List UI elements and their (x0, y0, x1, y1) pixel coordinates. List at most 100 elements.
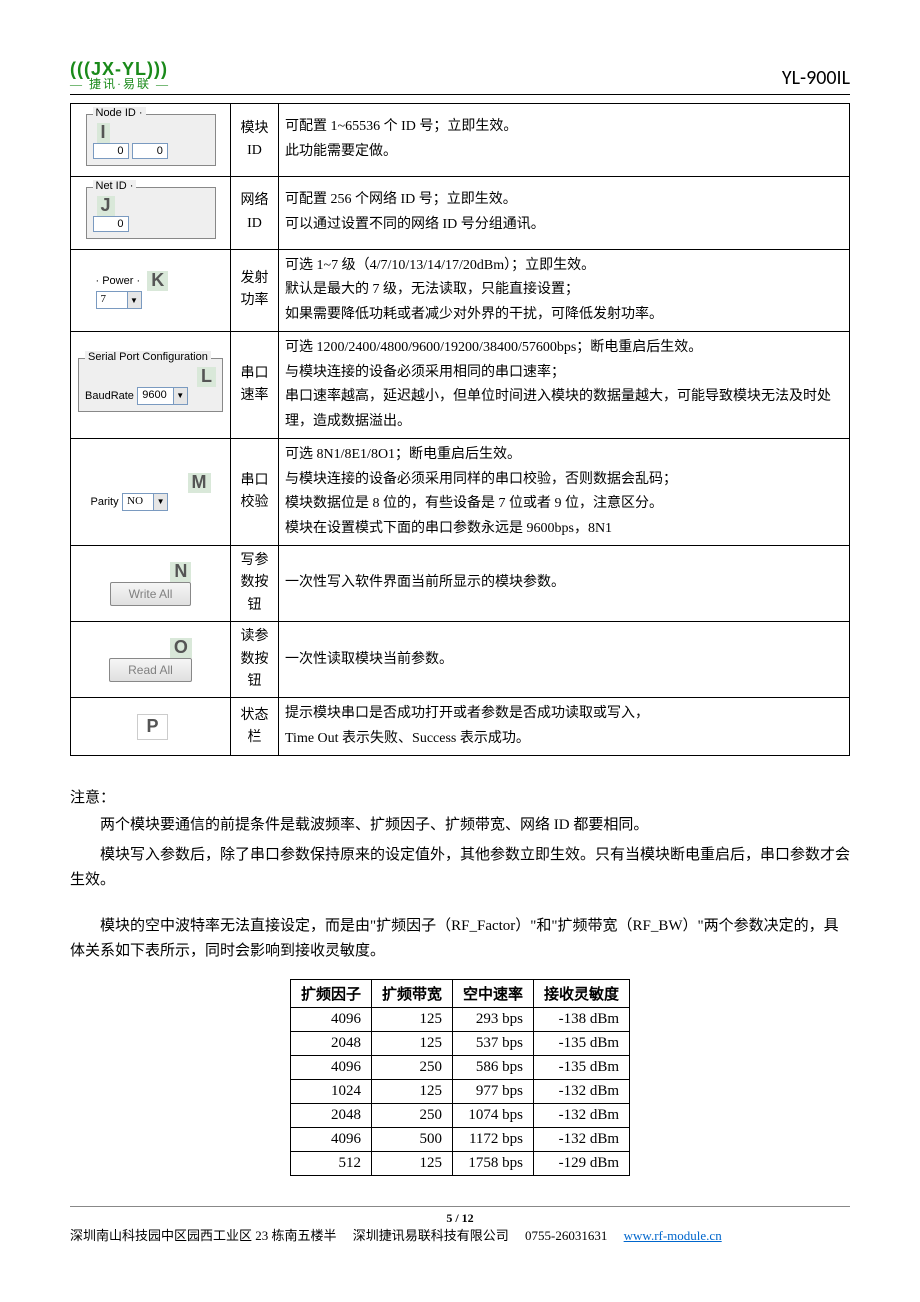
notes-p3: 模块的空中波特率无法直接设定，而是由"扩频因子（RF_Factor）"和"扩频带… (70, 914, 850, 965)
spec-cell: -129 dBm (534, 1151, 630, 1175)
notes-title: 注意： (70, 786, 850, 807)
page-footer: 5 / 12 深圳南山科技园中区园西工业区 23 栋南五楼半 深圳捷讯易联科技有… (70, 1206, 850, 1247)
footer-company: 深圳捷讯易联科技有限公司 (353, 1228, 509, 1243)
ui-cell: P (71, 698, 231, 756)
marker-L: L (197, 367, 216, 387)
spec-table: 扩频因子扩频带宽空中速率接收灵敏度 4096125293 bps-138 dBm… (290, 979, 630, 1176)
spec-cell: 1758 bps (453, 1151, 534, 1175)
baudrate-select[interactable]: 9600▼ (137, 387, 187, 405)
parity-select[interactable]: NO▼ (122, 493, 168, 511)
desc-cell: 提示模块串口是否成功打开或者参数是否成功读取或写入，Time Out 表示失败、… (279, 698, 850, 756)
ui-cell: Node ID ·I 0 0 (71, 104, 231, 177)
table-row: Serial Port Configuration L BaudRate 960… (71, 332, 850, 439)
marker-N: N (170, 562, 191, 582)
spec-cell: 1172 bps (453, 1127, 534, 1151)
marker-J: J (97, 196, 115, 216)
desc-cell: 可配置 256 个网络 ID 号；立即生效。可以通过设置不同的网络 ID 号分组… (279, 176, 850, 249)
label-cell: 写参数按钮 (231, 546, 279, 622)
spec-cell: 1024 (290, 1079, 371, 1103)
net-id-group: Net ID ·J 0 (86, 187, 216, 239)
spec-cell: 1074 bps (453, 1103, 534, 1127)
spec-cell: 4096 (290, 1007, 371, 1031)
status-marker: P (137, 714, 167, 740)
node-id-group: Node ID ·I 0 0 (86, 114, 216, 166)
notes-p2: 模块写入参数后，除了串口参数保持原来的设定值外，其他参数立即生效。只有当模块断电… (70, 843, 850, 894)
marker-K: K (147, 271, 168, 291)
spec-row: 1024125977 bps-132 dBm (290, 1079, 629, 1103)
read all-button[interactable]: Read All (109, 658, 192, 682)
chevron-down-icon: ▼ (173, 388, 187, 404)
spec-cell: 125 (371, 1079, 452, 1103)
spec-header: 空中速率 (453, 979, 534, 1007)
page-number: 5 / 12 (70, 1211, 850, 1226)
label-cell: 串口校验 (231, 439, 279, 546)
desc-cell: 可选 8N1/8E1/8O1；断电重启后生效。与模块连接的设备必须采用同样的串口… (279, 439, 850, 546)
footer-address: 深圳南山科技园中区园西工业区 23 栋南五楼半 (70, 1228, 337, 1243)
spec-cell: 512 (290, 1151, 371, 1175)
page-header: (((JX-YL))) — 捷讯·易联 — YL-900IL (70, 60, 850, 95)
spec-cell: 125 (371, 1151, 452, 1175)
label-cell: 状态栏 (231, 698, 279, 756)
desc-cell: 一次性写入软件界面当前所显示的模块参数。 (279, 546, 850, 622)
spec-cell: 125 (371, 1007, 452, 1031)
spec-row: 40965001172 bps-132 dBm (290, 1127, 629, 1151)
footer-url[interactable]: www.rf-module.cn (624, 1228, 722, 1243)
ui-cell: Net ID ·J 0 (71, 176, 231, 249)
spec-cell: 2048 (290, 1031, 371, 1055)
desc-cell: 可配置 1~65536 个 ID 号；立即生效。此功能需要定做。 (279, 104, 850, 177)
spec-cell: 125 (371, 1031, 452, 1055)
spec-cell: -135 dBm (534, 1055, 630, 1079)
marker-M: M (188, 473, 211, 493)
label-cell: 模块ID (231, 104, 279, 177)
desc-cell: 可选 1~7 级（4/7/10/13/14/17/20dBm）；立即生效。默认是… (279, 249, 850, 332)
logo-bottom: — 捷讯·易联 — (70, 78, 170, 90)
spec-cell: 2048 (290, 1103, 371, 1127)
spec-header: 扩频因子 (290, 979, 371, 1007)
notes-p1: 两个模块要通信的前提条件是载波频率、扩频因子、扩频带宽、网络 ID 都要相同。 (70, 813, 850, 839)
ui-cell: O Read All (71, 622, 231, 698)
label-cell: 读参数按钮 (231, 622, 279, 698)
spec-header: 扩频带宽 (371, 979, 452, 1007)
table-row: N Write All 写参数按钮一次性写入软件界面当前所显示的模块参数。 (71, 546, 850, 622)
spec-cell: 977 bps (453, 1079, 534, 1103)
spec-row: 4096250586 bps-135 dBm (290, 1055, 629, 1079)
ui-cell: Serial Port Configuration L BaudRate 960… (71, 332, 231, 439)
footer-phone: 0755-26031631 (525, 1228, 607, 1243)
table-row: P 状态栏提示模块串口是否成功打开或者参数是否成功读取或写入，Time Out 表… (71, 698, 850, 756)
spec-cell: -132 dBm (534, 1079, 630, 1103)
node-id-input2[interactable]: 0 (132, 143, 168, 159)
serial-config-group: Serial Port Configuration L BaudRate 960… (78, 358, 223, 412)
power-select[interactable]: 7▼ (96, 291, 142, 309)
table-row: Net ID ·J 0 网络ID可配置 256 个网络 ID 号；立即生效。可以… (71, 176, 850, 249)
write all-button[interactable]: Write All (110, 582, 192, 606)
spec-row: 4096125293 bps-138 dBm (290, 1007, 629, 1031)
spec-cell: 293 bps (453, 1007, 534, 1031)
ui-cell: M Parity NO▼ (71, 439, 231, 546)
net-id-input[interactable]: 0 (93, 216, 129, 232)
chevron-down-icon: ▼ (153, 494, 167, 510)
table-row: · Power · K 7▼ 发射功率可选 1~7 级（4/7/10/13/14… (71, 249, 850, 332)
spec-cell: -132 dBm (534, 1127, 630, 1151)
spec-row: 20482501074 bps-132 dBm (290, 1103, 629, 1127)
node-id-input[interactable]: 0 (93, 143, 129, 159)
spec-header: 接收灵敏度 (534, 979, 630, 1007)
model-number: YL-900IL (782, 66, 850, 90)
desc-cell: 可选 1200/2400/4800/9600/19200/38400/57600… (279, 332, 850, 439)
parameter-table: Node ID ·I 0 0 模块ID可配置 1~65536 个 ID 号；立即… (70, 103, 850, 756)
spec-cell: 537 bps (453, 1031, 534, 1055)
spec-cell: 250 (371, 1055, 452, 1079)
spec-row: 5121251758 bps-129 dBm (290, 1151, 629, 1175)
label-cell: 网络ID (231, 176, 279, 249)
spec-cell: 4096 (290, 1127, 371, 1151)
table-row: Node ID ·I 0 0 模块ID可配置 1~65536 个 ID 号；立即… (71, 104, 850, 177)
spec-cell: 500 (371, 1127, 452, 1151)
marker-I: I (97, 123, 110, 143)
ui-cell: · Power · K 7▼ (71, 249, 231, 332)
table-row: M Parity NO▼ 串口校验可选 8N1/8E1/8O1；断电重启后生效。… (71, 439, 850, 546)
label-cell: 串口速率 (231, 332, 279, 439)
table-row: O Read All 读参数按钮一次性读取模块当前参数。 (71, 622, 850, 698)
logo-top: (((JX-YL))) (70, 60, 170, 78)
desc-cell: 一次性读取模块当前参数。 (279, 622, 850, 698)
spec-cell: -135 dBm (534, 1031, 630, 1055)
label-cell: 发射功率 (231, 249, 279, 332)
